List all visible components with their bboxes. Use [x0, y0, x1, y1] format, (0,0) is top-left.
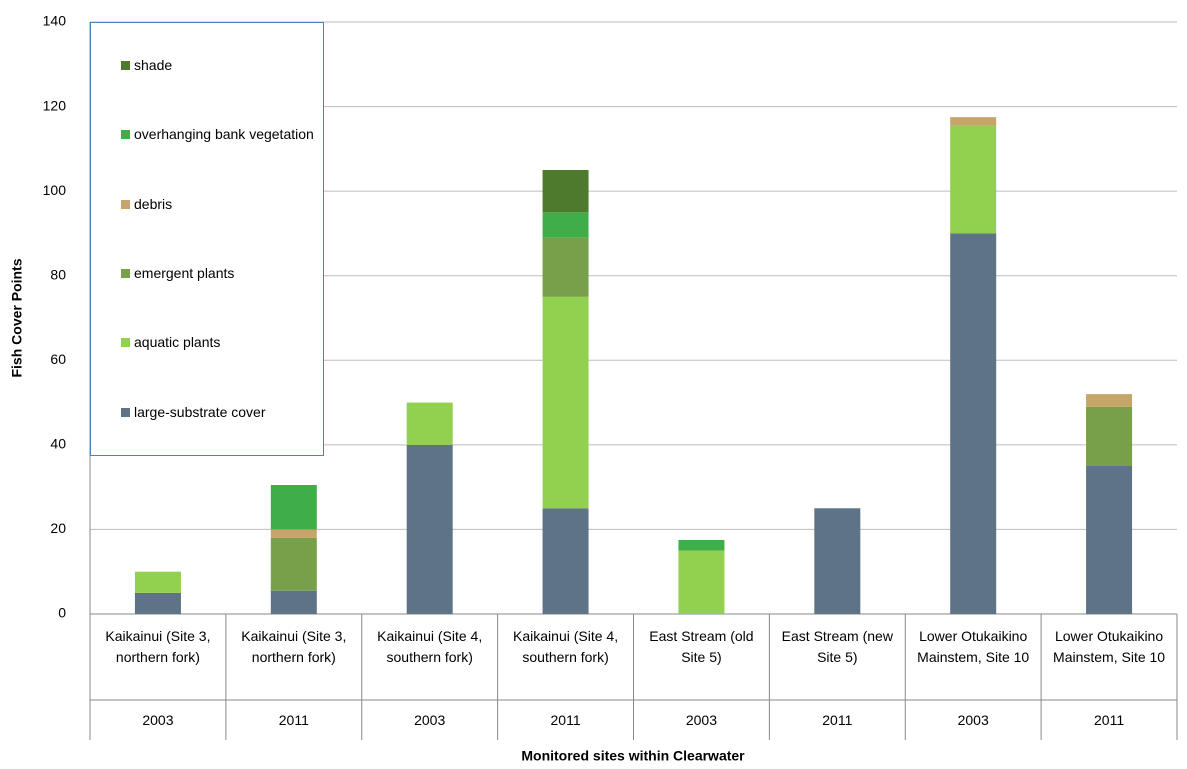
legend-label: shade [134, 57, 173, 74]
x-tick-label: Kaikainui (Site 3, northern fork) [105, 628, 211, 665]
legend-entry: emergent plants [121, 263, 323, 284]
bar-segment [270, 590, 317, 614]
y-tick-label: 140 [43, 13, 67, 29]
legend: shade overhanging bank vegetation debris em… [90, 22, 324, 456]
legend-label: aquatic plants [134, 334, 221, 351]
legend-label: emergent plants [134, 265, 235, 282]
x-tick-label: Kaikainui (Site 4, southern fork) [513, 628, 619, 665]
legend-swatch [121, 199, 130, 209]
bar-segment [1086, 394, 1133, 407]
legend-label: debris [134, 195, 173, 212]
legend-entry: shade [121, 55, 323, 76]
legend-swatch [121, 338, 130, 348]
x-tick-label: Kaikainui (Site 4, southern fork) [377, 628, 483, 665]
y-tick-label: 20 [50, 520, 66, 536]
y-tick-label: 80 [50, 266, 66, 282]
legend-label: overhanging bank vegetation [134, 126, 314, 143]
bar-segment [814, 508, 861, 614]
legend-entry: aquatic plants [121, 332, 323, 353]
bar-segment [134, 571, 181, 593]
x-tick-label: Kaikainui (Site 3, northern fork) [241, 628, 347, 665]
legend-label: large-substrate cover [134, 403, 266, 420]
x-tick-label: East Stream (new Site 5) [781, 628, 893, 665]
legend-swatch [121, 407, 130, 417]
y-tick-label: 60 [50, 351, 66, 367]
bar-segment [270, 537, 317, 591]
legend-swatch [121, 130, 130, 140]
bar-segment [134, 592, 181, 614]
bar-segment [542, 170, 589, 213]
legend-entry: large-substrate cover [121, 402, 323, 423]
bar-segment [270, 485, 317, 530]
x-tick-label: Lower Otukaikino Mainstem, Site 10 [917, 628, 1030, 665]
y-tick-label: 100 [43, 182, 67, 198]
bar-segment [950, 117, 997, 126]
legend-swatch [121, 269, 130, 279]
legend-entry: overhanging bank vegetation [121, 124, 323, 145]
legend-swatch [121, 61, 130, 71]
x-tick-label: Lower Otukaikino Mainstem, Site 10 [1053, 628, 1166, 665]
legend-entry: debris [121, 194, 323, 215]
x-tick-label: East Stream (old Site 5) [649, 628, 754, 665]
y-axis-title: Fish Cover Points [9, 258, 25, 377]
x-tick-group-label: 2003 [414, 712, 446, 728]
bar-segment [678, 540, 725, 551]
bar-segment [950, 125, 997, 234]
x-tick-group-label: 2003 [957, 712, 989, 728]
x-axis-title: Monitored sites within Clearwater [521, 748, 745, 764]
bar-segment [542, 508, 589, 614]
x-tick-group-label: 2003 [685, 712, 718, 728]
x-tick-group-label: 2011 [278, 712, 309, 728]
bar-segment [1086, 406, 1133, 466]
y-tick-label: 0 [58, 605, 66, 621]
x-tick-group-label: 2003 [142, 712, 174, 728]
bar-segment [406, 402, 453, 445]
y-tick-label: 40 [50, 436, 66, 452]
bar-segment [406, 444, 453, 614]
bar-segment [542, 212, 589, 238]
x-tick-group-label: 2011 [1094, 712, 1125, 728]
x-tick-group-label: 2011 [550, 712, 581, 728]
bar-segment [542, 237, 589, 297]
x-tick-group-label: 2011 [822, 712, 853, 728]
bar-segment [542, 296, 589, 509]
bar-segment [678, 550, 725, 614]
bar-segment [270, 529, 317, 538]
bar-segment [1086, 466, 1133, 614]
bar-segment [950, 233, 997, 614]
y-tick-label: 120 [43, 97, 67, 113]
